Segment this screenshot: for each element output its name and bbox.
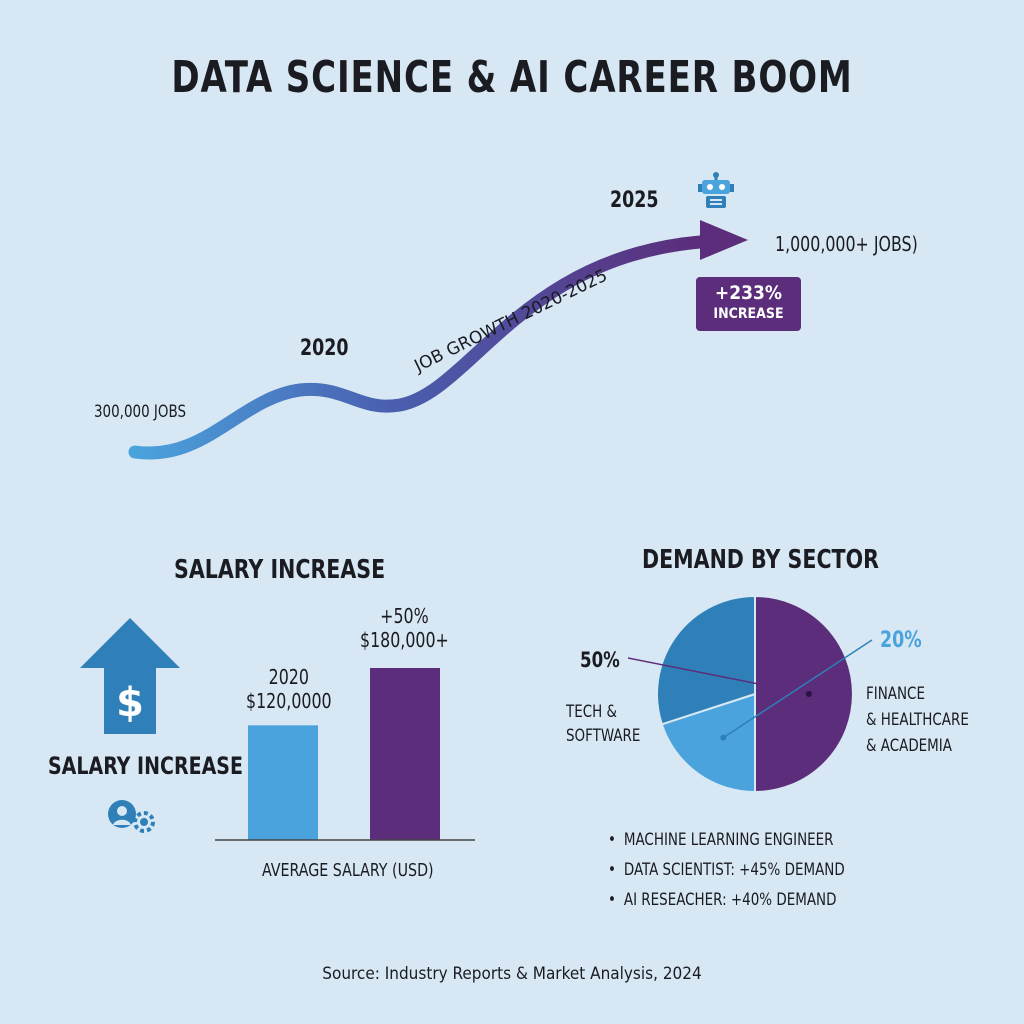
bar-value-2020: $120,0000 (246, 689, 332, 713)
jobs-end-label: 1,000,000+ JOBS) (775, 232, 918, 256)
bar-label-2020: 2020 $120,0000 (246, 665, 332, 713)
person-gear-icon (108, 800, 155, 833)
growth-curve-label: JOB GROWTH 2020-2025 (411, 266, 611, 377)
pie-label-finance: FINANCE & HEALTHCARE & ACADEMIA (866, 681, 969, 759)
bar-category-increase: +50% (380, 604, 429, 628)
growth-curve-arrowhead (700, 220, 748, 260)
salary-side-label: SALARY INCREASE (48, 752, 243, 780)
roles-list: MACHINE LEARNING ENGINEER DATA SCIENTIST… (608, 830, 845, 920)
bar-value-2025: $180,000+ (360, 628, 449, 652)
salary-heading: SALARY INCREASE (174, 555, 386, 585)
dollar-arrow-up-icon: $ (80, 618, 180, 734)
role-item: AI RESEACHER: +40% DEMAND (608, 890, 845, 910)
salary-bar-1 (370, 668, 440, 840)
pie-leader-tech (627, 657, 810, 695)
bar-label-2025: +50% $180,000+ (360, 604, 449, 652)
role-item: MACHINE LEARNING ENGINEER (608, 830, 845, 850)
role-item: DATA SCIENTIST: +45% DEMAND (608, 860, 845, 880)
increase-badge: +233% INCREASE (696, 277, 801, 331)
job-growth-chart: JOB GROWTH 2020-2025 (128, 220, 748, 460)
pie-label-finance-line1: FINANCE (866, 684, 925, 704)
pie-leader-finance (722, 639, 873, 739)
growth-curve-line (128, 235, 707, 460)
salary-bar-0 (248, 725, 318, 840)
pie-label-finance-pct: 20% (880, 628, 922, 653)
pie-leader-dot-finance (720, 734, 727, 741)
bar-category-2020: 2020 (268, 665, 309, 689)
source-note: Source: Industry Reports & Market Analys… (322, 964, 702, 984)
pie-label-tech: TECH & SOFTWARE (566, 700, 640, 748)
pie-slice-1 (660, 692, 756, 794)
sector-heading: DEMAND BY SECTOR (642, 545, 879, 575)
salary-bar-chart (215, 668, 475, 841)
pie-label-tech-line2: SOFTWARE (566, 726, 641, 746)
pie-slice-0 (754, 594, 854, 794)
salary-axis-label: AVERAGE SALARY (USD) (262, 860, 434, 881)
pie-slice-2 (656, 594, 756, 726)
sector-pie-chart (627, 594, 873, 794)
pie-leader-dot-tech (805, 691, 812, 697)
robot-icon (698, 172, 734, 208)
increase-badge-text: INCREASE (713, 306, 784, 322)
year-2020-label: 2020 (300, 336, 349, 361)
year-2025-label: 2025 (610, 188, 659, 213)
increase-badge-percent: +233% (714, 282, 783, 304)
pie-label-tech-pct: 50% (580, 648, 620, 672)
page-title: DATA SCIENCE & AI CAREER BOOM (171, 52, 853, 103)
pie-label-finance-line2: & HEALTHCARE (866, 710, 969, 730)
jobs-start-label: 300,000 JOBS (94, 402, 187, 422)
pie-label-finance-line3: & ACADEMIA (866, 736, 952, 756)
svg-text:$: $ (116, 680, 144, 726)
pie-label-tech-line1: TECH & (566, 702, 618, 722)
